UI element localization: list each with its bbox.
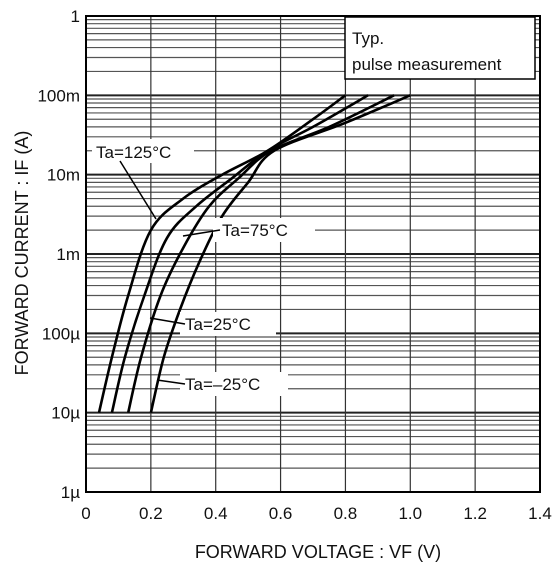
series-line-0 <box>97 94 347 413</box>
x-tick-label: 0.6 <box>269 504 293 523</box>
curves <box>97 94 411 413</box>
leader-75 <box>182 229 221 237</box>
plot-frame <box>85 15 541 493</box>
x-tick-label: 0.4 <box>204 504 228 523</box>
x-tick-label: 1.2 <box>463 504 487 523</box>
label-bg-25 <box>180 312 276 336</box>
x-tick-label: 0 <box>81 504 90 523</box>
x-tick-label: 1.4 <box>528 504 552 523</box>
series-line-1 <box>110 94 369 413</box>
grid <box>85 15 541 493</box>
leader-m25 <box>156 379 186 385</box>
series-label-75: Ta=75°C <box>222 221 288 240</box>
series-label-25: Ta=25°C <box>185 315 251 334</box>
y-tick-label: 10µ <box>51 404 80 423</box>
label-bg-125 <box>92 139 194 163</box>
label-bg-75 <box>213 218 315 242</box>
x-axis-label: FORWARD VOLTAGE : VF (V) <box>195 542 441 562</box>
note-line-2: pulse measurement <box>352 55 502 74</box>
y-tick-label: 1m <box>56 245 80 264</box>
y-tick-label: 1 <box>71 7 80 26</box>
series-line-3 <box>149 94 411 413</box>
label-bg-m25 <box>180 372 288 396</box>
y-axis-label: FORWARD CURRENT : IF (A) <box>12 131 32 376</box>
leader-25 <box>149 317 186 325</box>
x-tick-label: 0.2 <box>139 504 163 523</box>
series-label-m25: Ta=–25°C <box>185 375 260 394</box>
y-tick-label: 1µ <box>61 483 80 502</box>
y-tick-label: 10m <box>47 166 80 185</box>
ticks: 0 0.2 0.4 0.6 0.8 1.0 1.2 1.4 1µ 10µ 100µ 1m 10m 100m… <box>37 7 551 523</box>
note-line-1: Typ. <box>352 29 384 48</box>
series-label-125: Ta=125°C <box>96 143 171 162</box>
y-tick-label: 100µ <box>42 324 80 343</box>
x-tick-label: 0.8 <box>334 504 358 523</box>
x-tick-label: 1.0 <box>398 504 422 523</box>
leader-125 <box>119 160 157 220</box>
y-tick-label: 100m <box>37 86 80 105</box>
note-box <box>344 16 536 80</box>
